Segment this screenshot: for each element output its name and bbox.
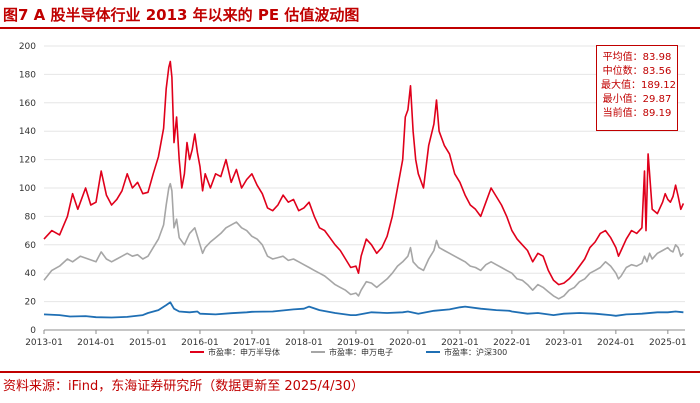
y-tick-label: 180 — [19, 70, 36, 80]
x-tick-label: 2023-01 — [545, 338, 583, 348]
x-tick-label: 2014-01 — [77, 338, 115, 348]
legend-label-0: 市盈率：申万半导体 — [208, 347, 280, 357]
y-tick-label: 160 — [19, 99, 36, 109]
source-rule — [0, 371, 700, 373]
y-tick-label: 40 — [25, 269, 37, 279]
series-line-0 — [43, 60, 685, 286]
y-tick-label: 60 — [25, 241, 37, 251]
y-tick-label: 80 — [25, 212, 37, 222]
y-tick-label: 120 — [19, 156, 36, 166]
x-tick-label: 2016-01 — [181, 338, 219, 348]
y-tick-label: 0 — [30, 326, 36, 336]
x-tick-label: 2018-01 — [285, 338, 323, 348]
y-tick-label: 20 — [25, 298, 37, 308]
x-tick-label: 2021-01 — [441, 338, 479, 348]
legend: 市盈率：申万半导体 市盈率：申万电子 市盈率：沪深300 — [190, 347, 507, 357]
x-tick-label: 2025-01 — [649, 338, 687, 348]
source-note: 资料来源：iFind，东海证券研究所（数据更新至 2025/4/30） — [3, 379, 365, 394]
stat-mean: 平均值：83.98 — [602, 52, 672, 63]
pe-chart: 0 20 40 60 80 100 120 140 160 180 200 2013-01 2014-… — [19, 42, 687, 357]
x-axis: 2013-01 2014-01 2015-01 2016-01 2017-01 2018-… — [25, 329, 687, 348]
stats-box: 平均值：83.98 中位数：83.56 最大值：189.12 最小值：29.87… — [596, 45, 678, 131]
y-tick-label: 100 — [19, 184, 36, 194]
x-tick-label: 2024-01 — [597, 338, 635, 348]
x-tick-label: 2015-01 — [129, 338, 167, 348]
x-tick-label: 2022-01 — [493, 338, 531, 348]
x-tick-label: 2019-01 — [337, 338, 375, 348]
y-tick-label: 200 — [19, 42, 36, 52]
series-line-1 — [43, 182, 684, 300]
series-line-2 — [43, 301, 684, 319]
figure-title: 图7 A 股半导体行业 2013 年以来的 PE 估值波动图 — [3, 6, 360, 24]
y-axis: 0 20 40 60 80 100 120 140 160 180 200 — [19, 42, 36, 336]
x-tick-label: 2020-01 — [389, 338, 427, 348]
x-tick-label: 2017-01 — [233, 338, 271, 348]
stat-current: 当前值：89.19 — [602, 108, 672, 119]
title-rule — [0, 27, 700, 29]
y-tick-label: 140 — [19, 127, 36, 137]
legend-label-1: 市盈率：申万电子 — [329, 347, 393, 357]
x-tick-label: 2013-01 — [25, 338, 63, 348]
stat-median: 中位数：83.56 — [602, 66, 672, 77]
stat-max: 最大值：189.12 — [601, 80, 676, 91]
series-lines — [43, 60, 685, 319]
grid-lines — [44, 45, 685, 303]
legend-label-2: 市盈率：沪深300 — [444, 347, 507, 357]
stat-min: 最小值：29.87 — [602, 94, 672, 105]
